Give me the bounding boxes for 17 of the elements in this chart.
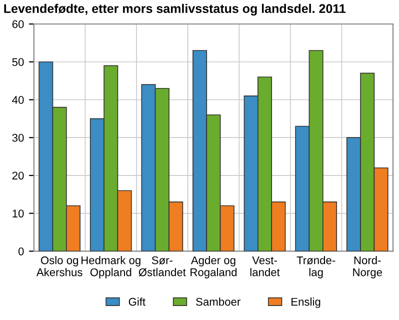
chart-title: Levendefødte, etter mors samlivsstatus og landsdel. 2011 [4, 4, 346, 16]
y-tick-label: 0 [18, 247, 24, 256]
y-tick-label: 20 [12, 172, 24, 180]
y-tick-label: 50 [12, 58, 24, 66]
y-tick-label: 30 [12, 134, 24, 142]
legend-label: Gift [128, 298, 146, 306]
x-tick-label: Agder og Rogaland [190, 256, 237, 278]
x-tick-label: Trønde- lag [296, 256, 336, 278]
y-tick-label: 40 [12, 96, 24, 104]
x-tick-label: Nord- Norge [353, 256, 382, 278]
x-tick-label: Oslo og Akershus [36, 256, 82, 276]
legend-label: Samboer [196, 298, 240, 306]
x-tick-label: Hedmark og Oppland [82, 256, 140, 278]
y-tick-label: 10 [12, 210, 24, 218]
legend-label: Enslig [292, 298, 320, 308]
x-tick-label: Vest- landet [250, 256, 280, 276]
y-tick-label: 60 [12, 20, 24, 28]
